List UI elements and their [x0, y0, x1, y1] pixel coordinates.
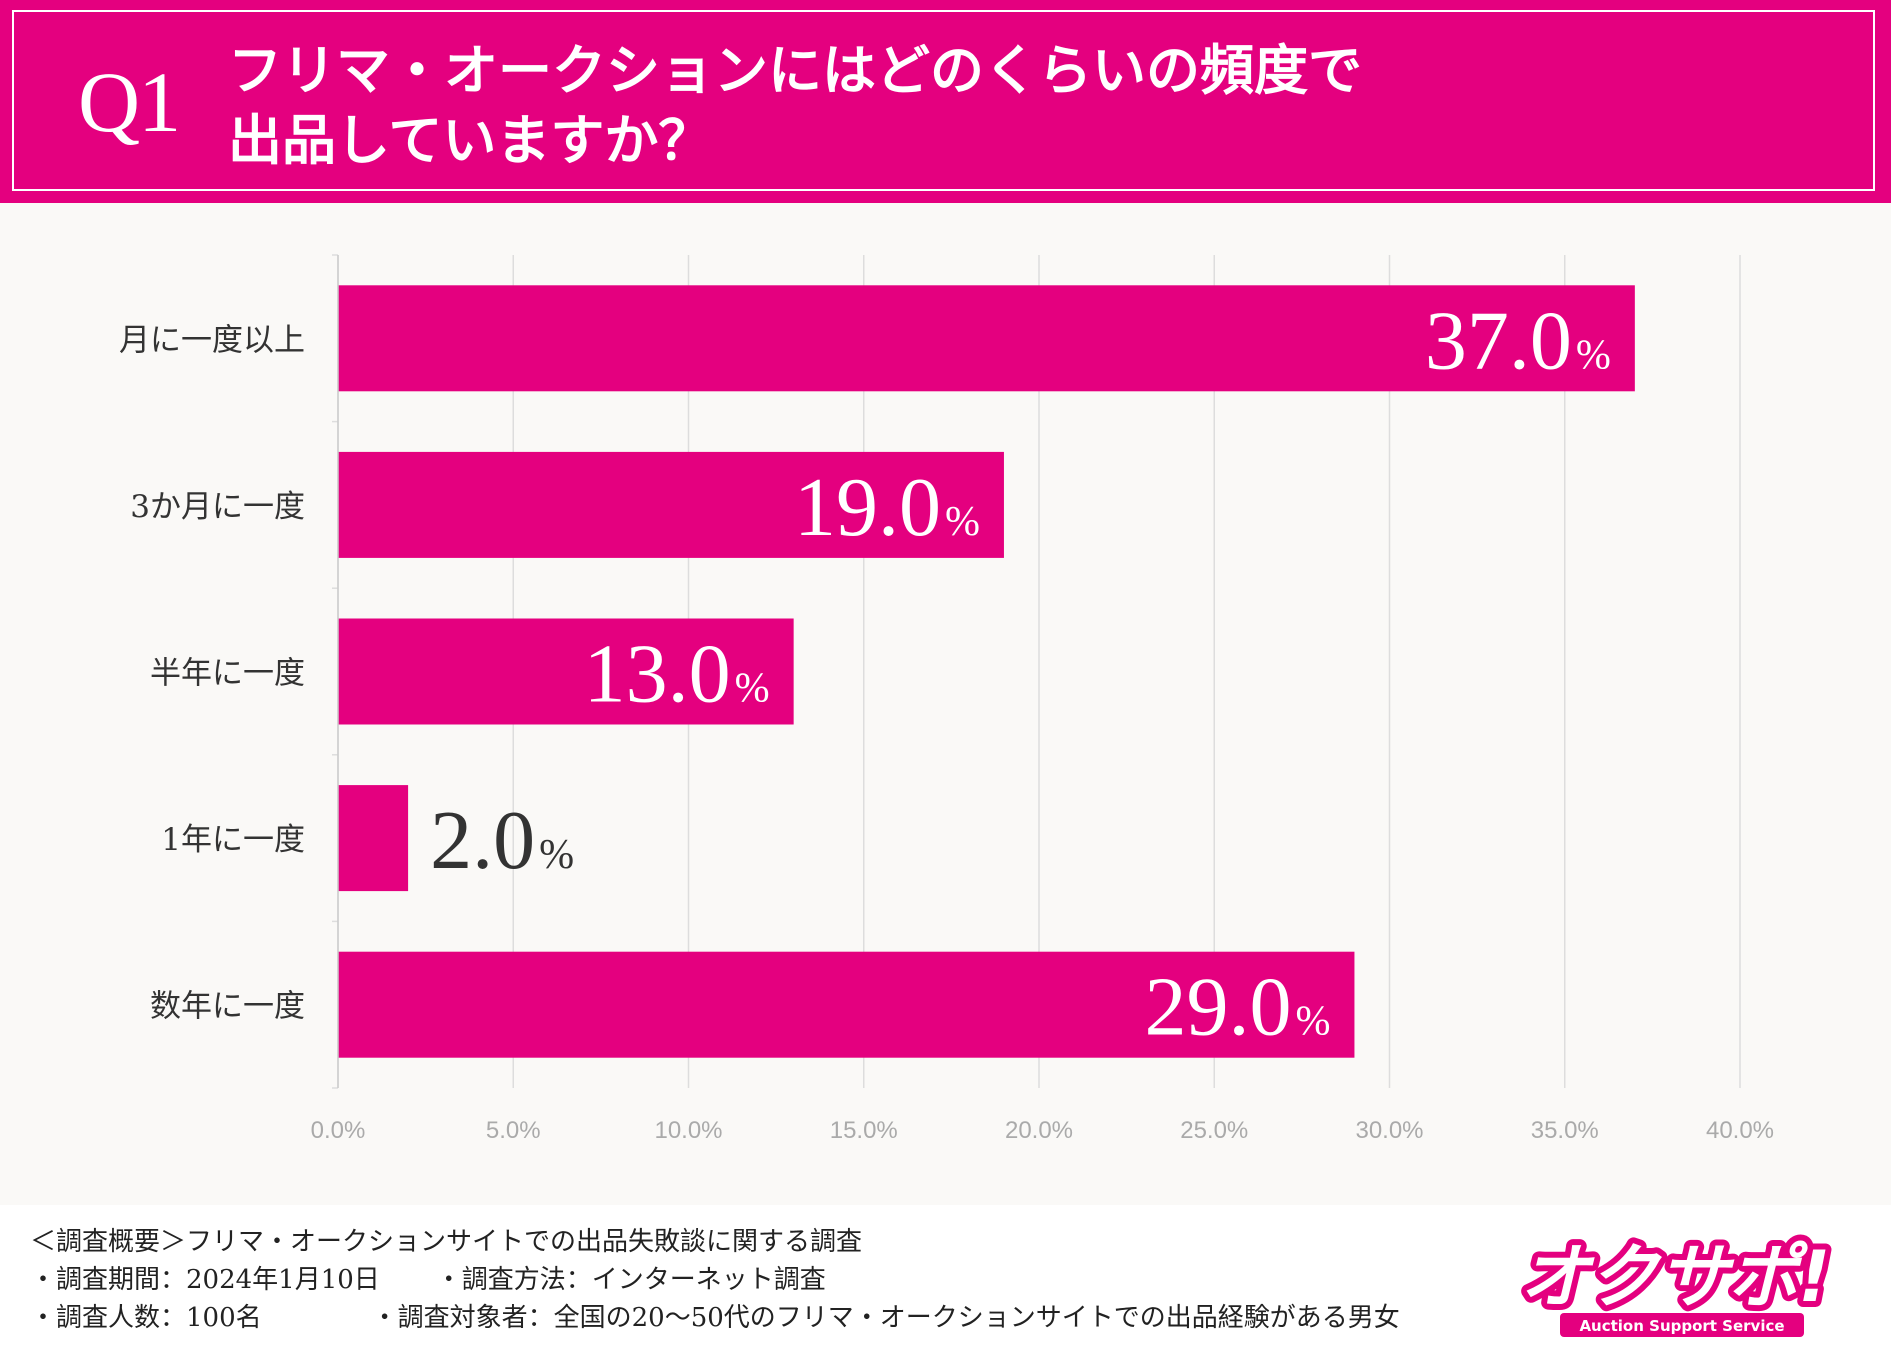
- question-line-1: フリマ・オークションにはどのくらいの頻度で: [228, 39, 1362, 102]
- value-label: 2.0%: [430, 794, 574, 887]
- bar-chart: 0.0% 5.0% 10.0% 15.0% 20.0% 25.0% 30.0% 35.0% 40…: [119, 254, 1774, 1144]
- category-label: 半年に一度: [150, 656, 305, 692]
- logo-subtitle-bar: [1560, 1313, 1804, 1337]
- header-frame: [12, 10, 1875, 191]
- okusapo-logo: オクサポ! Auction Support Service: [1514, 1230, 1836, 1337]
- header-banner: Q1 フリマ・オークションにはどのくらいの頻度で 出品していますか？: [0, 0, 1891, 203]
- x-tick-label: 40.0%: [1706, 1117, 1774, 1144]
- x-tick-label: 30.0%: [1355, 1117, 1423, 1144]
- x-tick-label: 10.0%: [654, 1117, 722, 1144]
- question-line-2: 出品していますか？: [228, 109, 713, 172]
- question-title: フリマ・オークションにはどのくらいの頻度で 出品していますか？: [228, 36, 1528, 176]
- x-tick-label: 5.0%: [486, 1117, 541, 1144]
- survey-summary: ＜調査概要＞フリマ・オークションサイトでの出品失敗談に関する調査: [30, 1227, 863, 1257]
- bar: [338, 285, 1635, 392]
- bar: [338, 951, 1355, 1058]
- survey-count-target: ・調査人数：100名 ・調査対象者：全国の20〜50代のフリマ・オークションサイト…: [30, 1299, 1400, 1337]
- value-label: 37.0%: [1425, 294, 1611, 387]
- value-label: 13.0%: [584, 628, 770, 721]
- category-label: 数年に一度: [150, 989, 305, 1025]
- survey-target: ・調査対象者：全国の20〜50代のフリマ・オークションサイトでの出品経験がある男…: [371, 1303, 1400, 1333]
- logo-text: オクサポ!: [1520, 1236, 1831, 1318]
- x-tick-label: 20.0%: [1005, 1117, 1073, 1144]
- x-tick-label: 0.0%: [311, 1117, 366, 1144]
- footer: ＜調査概要＞フリマ・オークションサイトでの出品失敗談に関する調査 ・調査期間：2…: [0, 1205, 1891, 1350]
- category-label: 月に一度以上: [119, 322, 305, 358]
- bar: [338, 618, 794, 725]
- category-label: 3か月に一度: [130, 489, 305, 525]
- bar: [338, 451, 1004, 558]
- x-tick-label: 35.0%: [1531, 1117, 1599, 1144]
- chart-area: 0.0% 5.0% 10.0% 15.0% 20.0% 25.0% 30.0% 35.0% 40…: [0, 203, 1891, 1205]
- survey-notes: ＜調査概要＞フリマ・オークションサイトでの出品失敗談に関する調査 ・調査期間：2…: [30, 1223, 1400, 1337]
- bar: [338, 785, 409, 892]
- survey-period: ・調査期間：2024年1月10日: [30, 1265, 380, 1295]
- survey-count: ・調査人数：100名: [30, 1303, 262, 1333]
- value-label: 19.0%: [794, 461, 980, 554]
- value-label: 29.0%: [1144, 961, 1330, 1054]
- survey-period-method: ・調査期間：2024年1月10日 ・調査方法：インターネット調査: [30, 1261, 1400, 1299]
- survey-method: ・調査方法：インターネット調査: [435, 1265, 826, 1295]
- x-tick-label: 15.0%: [830, 1117, 898, 1144]
- category-label: 1年に一度: [161, 822, 305, 858]
- question-number: Q1: [78, 54, 181, 150]
- x-tick-label: 25.0%: [1180, 1117, 1248, 1144]
- logo-subtitle: Auction Support Service: [1579, 1317, 1784, 1335]
